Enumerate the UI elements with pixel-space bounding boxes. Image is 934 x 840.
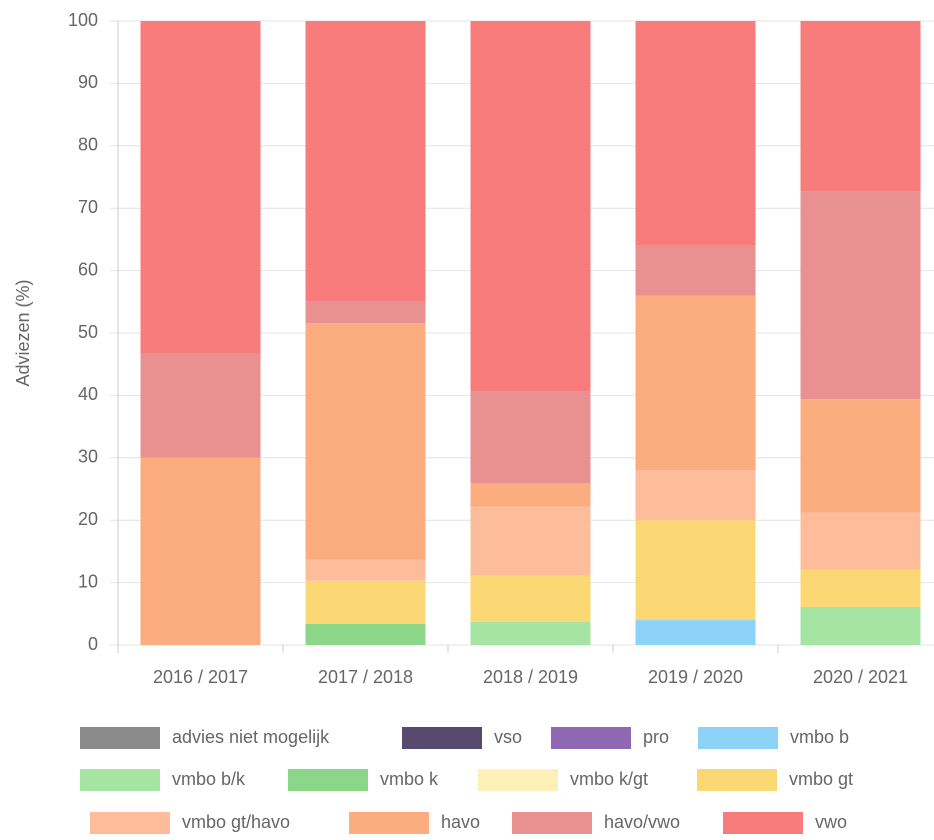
bar-segment — [635, 21, 756, 246]
legend-swatch — [697, 769, 777, 791]
legend-label: havo/vwo — [604, 812, 680, 832]
legend-label: havo — [441, 812, 480, 832]
bar-segment — [800, 21, 921, 192]
legend-label: vso — [494, 727, 522, 747]
bar-segment — [305, 580, 426, 624]
legend-swatch — [80, 769, 160, 791]
y-tick-label: 30 — [78, 447, 98, 467]
bar-segment — [470, 21, 591, 392]
legend-swatch — [288, 769, 368, 791]
bar-segment — [800, 191, 921, 400]
y-tick-label: 0 — [88, 634, 98, 654]
bar-segment — [800, 569, 921, 607]
legend-label: vwo — [815, 812, 847, 832]
y-tick-label: 90 — [78, 72, 98, 92]
legend-swatch — [551, 727, 631, 749]
y-tick-label: 80 — [78, 135, 98, 155]
legend-swatch — [402, 727, 482, 749]
legend-label: vmbo k — [380, 769, 439, 789]
y-tick-label: 70 — [78, 197, 98, 217]
y-tick-label: 60 — [78, 259, 98, 279]
bar-segment — [800, 606, 921, 645]
bar-segment — [305, 301, 426, 324]
legend-label: vmbo gt/havo — [182, 812, 290, 832]
bar-segment — [470, 391, 591, 484]
x-tick-label: 2020 / 2021 — [813, 667, 908, 687]
bar-segment — [800, 512, 921, 570]
legend-label: pro — [643, 727, 669, 747]
y-axis-label: Adviezen (%) — [13, 279, 33, 386]
y-tick-label: 20 — [78, 509, 98, 529]
bar-segment — [140, 353, 261, 458]
bar-segment — [635, 295, 756, 471]
x-tick-label: 2018 / 2019 — [483, 667, 578, 687]
bar-segment — [635, 470, 756, 521]
legend-swatch — [90, 812, 170, 834]
legend-swatch — [512, 812, 592, 834]
y-tick-label: 10 — [78, 571, 98, 591]
legend-swatch — [698, 727, 778, 749]
bar-segment — [305, 21, 426, 302]
bar-segment — [305, 559, 426, 581]
y-tick-label: 40 — [78, 384, 98, 404]
bar-segment — [635, 620, 756, 645]
legend-label: vmbo b/k — [172, 769, 246, 789]
bar-segment — [635, 520, 756, 621]
legend-label: vmbo gt — [789, 769, 853, 789]
legend-label: advies niet mogelijk — [172, 727, 330, 747]
bar-segment — [305, 623, 426, 645]
bar-segment — [305, 323, 426, 560]
bar-segment — [470, 506, 591, 576]
bar-segment — [470, 483, 591, 507]
bar-segment — [470, 621, 591, 645]
legend-label: vmbo b — [790, 727, 849, 747]
legend-swatch — [723, 812, 803, 834]
bar-segment — [140, 457, 261, 645]
y-tick-label: 100 — [68, 10, 98, 30]
legend-swatch — [80, 727, 160, 749]
bar-segment — [635, 245, 756, 296]
legend-swatch — [349, 812, 429, 834]
bar-segment — [470, 575, 591, 622]
y-tick-label: 50 — [78, 322, 98, 342]
bar-segment — [140, 21, 261, 354]
x-tick-label: 2016 / 2017 — [153, 667, 248, 687]
x-tick-label: 2019 / 2020 — [648, 667, 743, 687]
x-tick-label: 2017 / 2018 — [318, 667, 413, 687]
bar-segment — [800, 399, 921, 513]
legend-label: vmbo k/gt — [570, 769, 648, 789]
legend-swatch — [478, 769, 558, 791]
